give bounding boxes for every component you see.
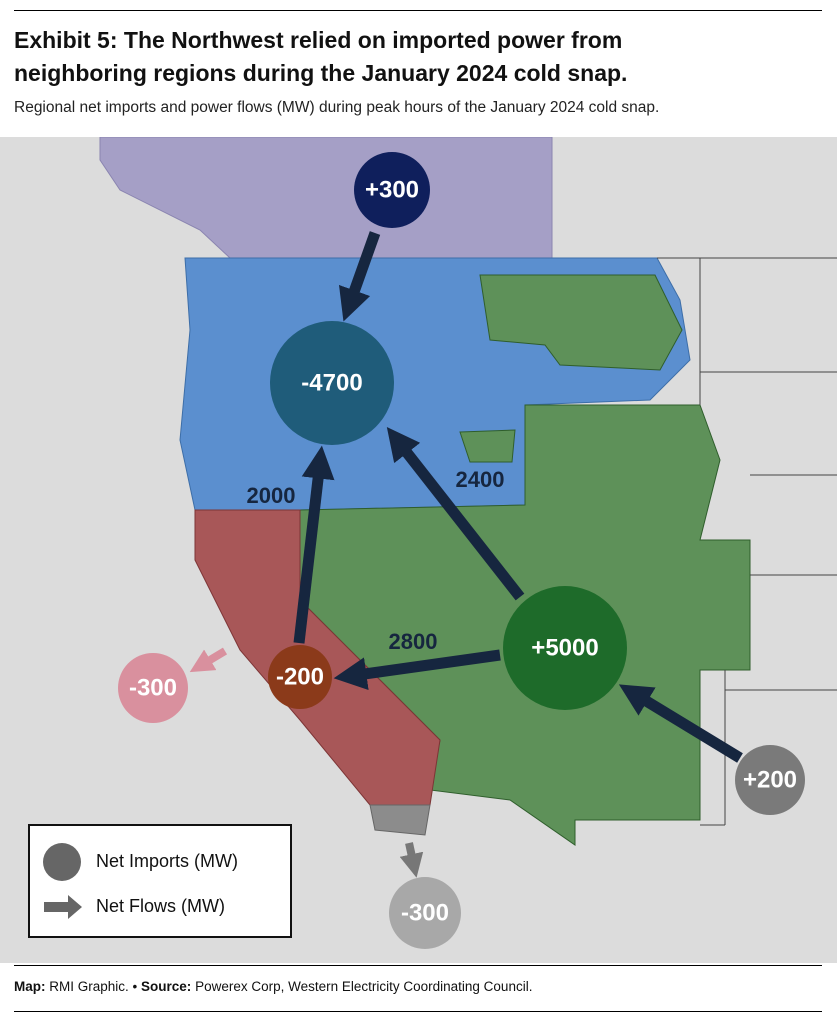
flow-label: 2800 [389,629,438,654]
legend-label: Net Imports (MW) [96,851,238,871]
node-label: +300 [365,176,419,203]
node-label: +5000 [531,634,598,661]
legend-label: Net Flows (MW) [96,896,225,916]
canada-region [99,137,553,259]
top-rule [14,10,822,11]
map: +300 -4700 -200 +5000 -300 +200 -300 200… [0,137,837,963]
node-circle [735,745,805,815]
flow-arrow [293,445,335,644]
node-circle [354,152,430,228]
node-circle [389,877,461,949]
node-label: -4700 [301,369,362,396]
node-label: -300 [129,674,177,701]
title: Exhibit 5: The Northwest relied on impor… [14,24,627,90]
legend-box [28,824,292,938]
title-line: neighboring regions during the January 2… [14,60,628,86]
south-region [369,804,431,836]
node-circle [503,586,627,710]
flow-arrows [293,231,743,763]
node-label: +200 [743,766,797,793]
node-circle [270,321,394,445]
bottom-rule [14,1011,822,1012]
legend-arrow [44,895,82,919]
east-region [479,274,683,371]
footer-key: Source: [141,979,192,994]
flow-arrow [333,649,501,691]
flow-arrow [386,427,525,601]
footer-key: Map: [14,979,46,994]
flow-label: 2400 [456,467,505,492]
footer-text: RMI Graphic. • [49,979,138,994]
flow-label: 2000 [247,483,296,508]
flow-arrow [338,231,381,322]
flow-arrow [618,684,743,763]
flow-arrow [399,842,424,878]
footer: Map: RMI Graphic. • Source: Powerex Corp… [14,979,532,994]
node-circle [268,645,332,709]
legend: Net Imports (MW) Net Flows (MW) [28,824,292,938]
subtitle: Regional net imports and power flows (MW… [14,99,660,116]
legend-circle [43,843,81,881]
footer-text: Powerex Corp, Western Electricity Coordi… [195,979,533,994]
node-label: -200 [276,663,324,690]
title-line: Exhibit 5: The Northwest relied on impor… [14,27,623,53]
node-label: -300 [401,899,449,926]
flow-arrow [189,647,228,673]
node-circle [118,653,188,723]
east-region [459,429,516,463]
footer-rule [14,965,822,966]
